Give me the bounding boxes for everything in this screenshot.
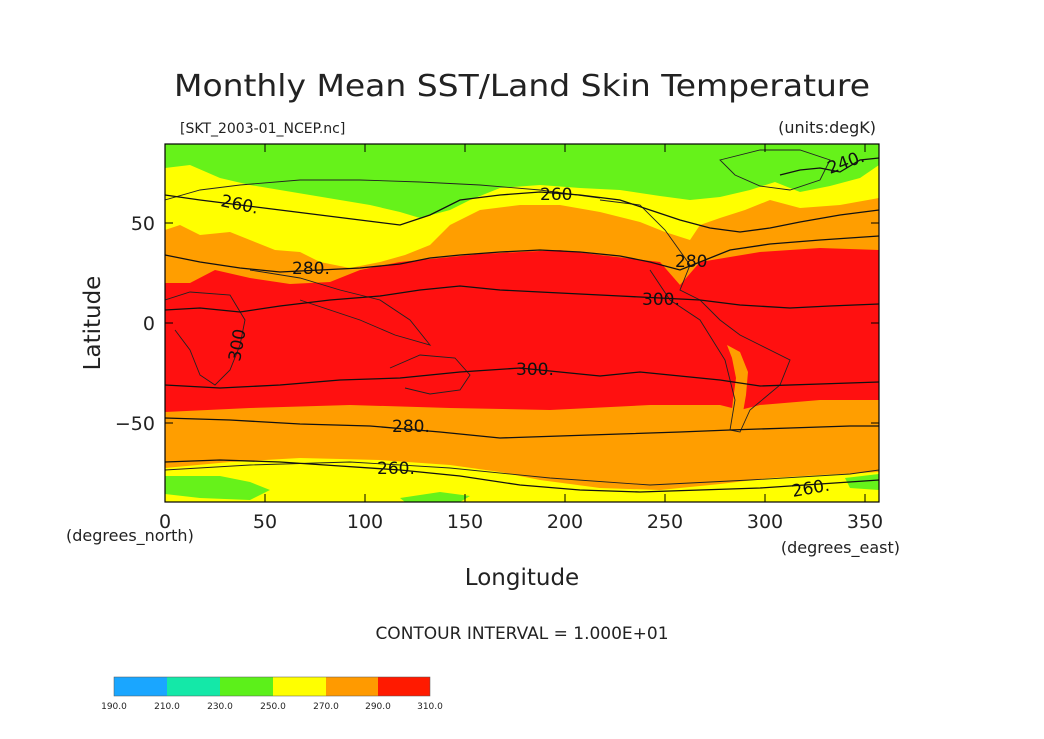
x-tick-labels: 0 50 100 150 200 250 300 350 — [159, 511, 883, 533]
colorbar-swatch-250-270 — [273, 677, 326, 696]
coastline-antarctica — [165, 461, 879, 486]
y-tick-50: 50 — [131, 213, 155, 235]
colorbar-tick-290: 290.0 — [365, 702, 391, 712]
x-tick-150: 150 — [447, 511, 483, 533]
colorbar-swatch-270-290 — [326, 677, 378, 696]
coastline-americas — [599, 199, 791, 433]
y-axis-label: Latitude — [80, 276, 106, 371]
map-title: Monthly Mean SST/Land Skin Temperature — [174, 69, 870, 104]
y-axis-unit: (degrees_north) — [66, 526, 194, 546]
colorbar-swatch-230-250 — [220, 677, 273, 696]
contour-label-300-south: 300. — [516, 360, 554, 380]
contour-line-260-south — [165, 459, 879, 493]
contour-interval: CONTOUR INTERVAL = 1.000E+01 — [375, 624, 668, 644]
contour-line-260-north — [165, 191, 879, 233]
contour-label-300-pacific: 300. — [642, 290, 680, 310]
band-green-north — [165, 144, 879, 218]
colorbar-tick-labels: 190.0 210.0 230.0 250.0 270.0 290.0 310.… — [101, 702, 443, 712]
x-tick-250: 250 — [647, 511, 683, 533]
contour-line-240 — [779, 157, 879, 176]
x-tick-50: 50 — [253, 511, 277, 533]
colorbar-swatch-210-230 — [167, 677, 220, 696]
coastline-asia — [249, 269, 432, 346]
colorbar-tick-190: 190.0 — [101, 702, 127, 712]
axis-ticks — [164, 144, 879, 502]
andes-orange — [727, 345, 748, 432]
colorbar-swatch-190-210 — [114, 677, 167, 696]
contour-label-280-pacific: 280 — [675, 252, 707, 272]
y-tick-0: 0 — [143, 313, 155, 335]
colorbar-swatch-290-310 — [378, 677, 430, 696]
units-label: (units:degK) — [778, 118, 876, 137]
x-tick-350: 350 — [847, 511, 883, 533]
contour-line-280-north — [165, 235, 879, 273]
coastline-greenland — [719, 149, 831, 191]
coastline-australia — [389, 354, 471, 395]
contour-line-300-north — [165, 285, 879, 313]
file-label: [SKT_2003-01_NCEP.nc] — [180, 121, 345, 137]
band-green-south-east — [845, 474, 879, 490]
x-tick-300: 300 — [747, 511, 783, 533]
contour-label-260-south: 260. — [377, 459, 415, 479]
contour-line-280-south — [165, 417, 879, 439]
band-green-south-west — [165, 476, 270, 500]
colorbar-tick-250: 250.0 — [260, 702, 286, 712]
colorbar-tick-270: 270.0 — [313, 702, 339, 712]
contour-label-280-asia: 280. — [292, 259, 330, 279]
coastline-africa — [165, 291, 246, 386]
temperature-field — [165, 144, 879, 502]
colorbar-tick-230: 230.0 — [207, 702, 233, 712]
colorbar-tick-210: 210.0 — [154, 702, 180, 712]
contour-label-260-pacific: 260 — [540, 185, 572, 205]
contour-line-300-south — [165, 367, 879, 389]
band-yellow-south — [165, 458, 879, 502]
x-tick-100: 100 — [347, 511, 383, 533]
band-green-south-mid — [400, 492, 470, 502]
x-tick-0: 0 — [159, 511, 171, 533]
x-tick-200: 200 — [547, 511, 583, 533]
x-axis-label: Longitude — [465, 565, 579, 591]
colorbar-tick-310: 310.0 — [417, 702, 443, 712]
colorbar — [113, 676, 431, 697]
y-tick-labels: 50 0 −50 — [115, 213, 155, 435]
y-tick-minus50: −50 — [115, 413, 155, 435]
contour-label-280-south: 280. — [392, 417, 430, 437]
coastline-europe-eurasia — [165, 179, 601, 201]
x-axis-unit: (degrees_east) — [781, 538, 900, 558]
